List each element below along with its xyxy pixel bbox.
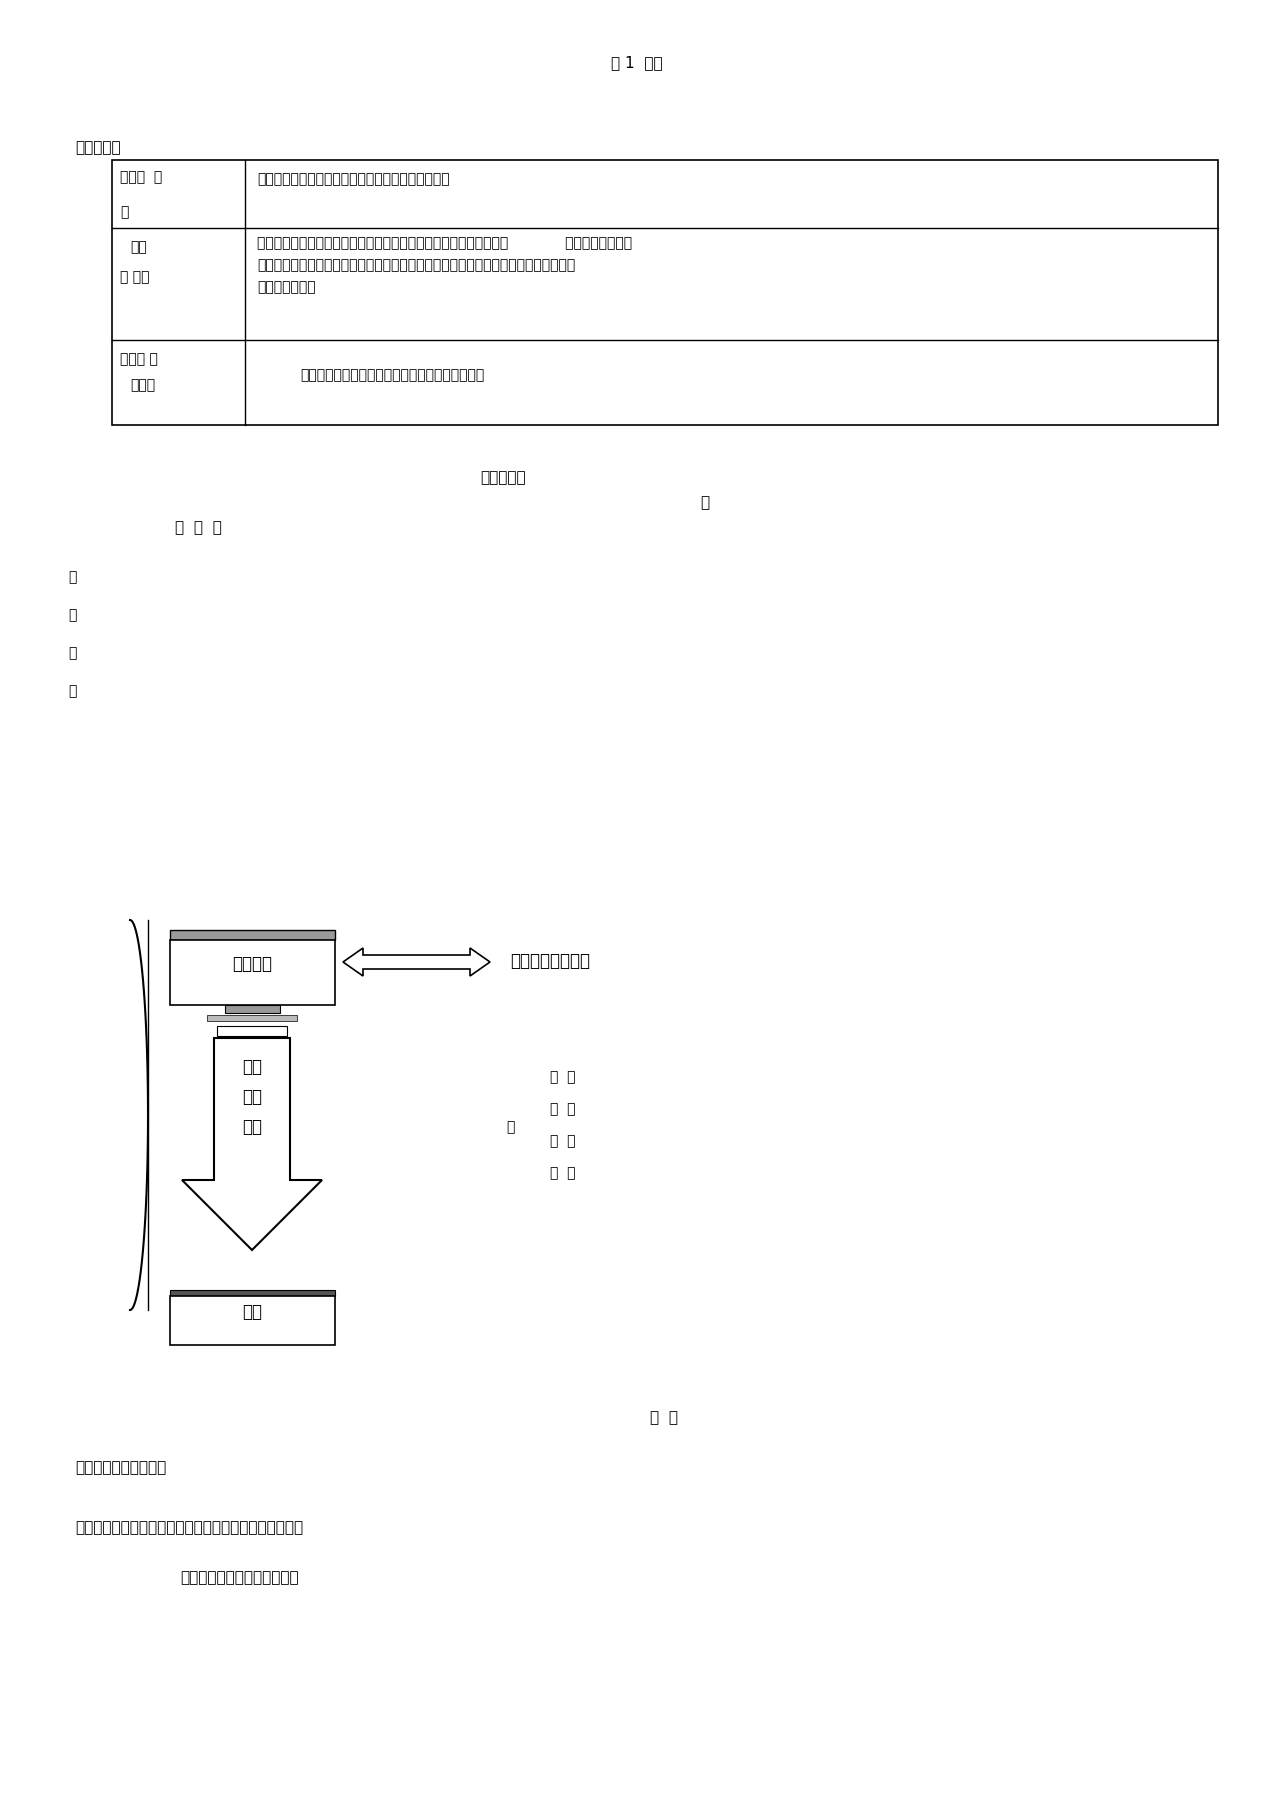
Text: 备课时间：: 备课时间： xyxy=(75,141,121,155)
Text: 知识与  技: 知识与 技 xyxy=(120,170,162,184)
Text: 与 方法: 与 方法 xyxy=(120,271,149,283)
Text: 目: 目 xyxy=(68,646,76,660)
Text: 培养应具备的信息道德和使用计算机的良好习惯。: 培养应具备的信息道德和使用计算机的良好习惯。 xyxy=(299,368,484,382)
Polygon shape xyxy=(225,1005,280,1014)
Text: 信息技术的兴趣: 信息技术的兴趣 xyxy=(257,280,316,294)
Text: 介绍信息和信息技术的基本概念以及信息技术在日常生活中的应用，             目的是让学生了解: 介绍信息和信息技术的基本概念以及信息技术在日常生活中的应用， 目的是让学生了解 xyxy=(257,236,632,251)
Text: 气  视: 气 视 xyxy=(550,1102,576,1117)
Polygon shape xyxy=(169,1295,335,1346)
Text: 信息: 信息 xyxy=(242,1302,262,1321)
Polygon shape xyxy=(206,1016,297,1021)
Polygon shape xyxy=(169,931,335,940)
Text: 第 1  课时: 第 1 课时 xyxy=(612,54,662,70)
Text: 标: 标 xyxy=(68,684,76,698)
Text: 传递: 传递 xyxy=(242,1088,262,1106)
Text: 预  电: 预 电 xyxy=(550,1135,576,1147)
Text: 日: 日 xyxy=(699,494,710,511)
Text: 年  月  日: 年 月 日 xyxy=(175,520,222,536)
Text: 课题：第一课探宝行动: 课题：第一课探宝行动 xyxy=(75,1459,166,1476)
Text: 信息的含义、信息技术的概念、生活中的信息技术。: 信息的含义、信息技术的概念、生活中的信息技术。 xyxy=(257,171,450,186)
Text: 天  可: 天 可 xyxy=(550,1070,576,1084)
Text: 生活中的信息技术: 生活中的信息技术 xyxy=(510,953,590,971)
Text: 能: 能 xyxy=(120,206,129,218)
Text: 教: 教 xyxy=(68,570,76,584)
Text: ：: ： xyxy=(506,1120,515,1135)
Polygon shape xyxy=(182,1037,322,1250)
Text: 价值观: 价值观 xyxy=(130,379,155,391)
Text: 学: 学 xyxy=(68,608,76,622)
Polygon shape xyxy=(169,1290,335,1295)
Polygon shape xyxy=(169,940,335,1005)
Text: 什么是信息和信息技术，掌握信息技术在日常生活中都有哪些应用，以此激发学生学习: 什么是信息和信息技术，掌握信息技术在日常生活中都有哪些应用，以此激发学生学习 xyxy=(257,258,576,272)
Text: 授课时间：: 授课时间： xyxy=(480,471,526,485)
Polygon shape xyxy=(343,947,490,976)
Text: 过程: 过程 xyxy=(130,240,147,254)
Text: 报  话: 报 话 xyxy=(550,1165,576,1180)
Text: 年  月: 年 月 xyxy=(650,1411,678,1425)
Polygon shape xyxy=(217,1026,287,1035)
Text: 采集: 采集 xyxy=(242,1057,262,1075)
Text: 处理: 处理 xyxy=(242,1118,262,1137)
Text: 信息技术: 信息技术 xyxy=(232,954,273,972)
Text: 情感态 与: 情感态 与 xyxy=(120,352,158,366)
Text: 教学重难点：重点：了解信息技术在日常生活中的应用。: 教学重难点：重点：了解信息技术在日常生活中的应用。 xyxy=(75,1521,303,1535)
Text: 难点：理解信息技术的概念。: 难点：理解信息技术的概念。 xyxy=(180,1569,298,1586)
